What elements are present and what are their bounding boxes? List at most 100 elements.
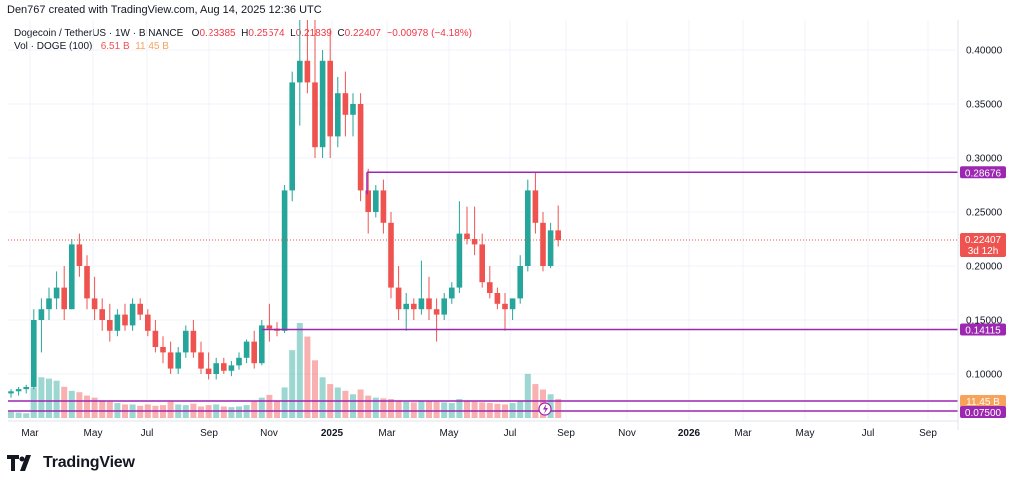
volume-bar [395, 400, 402, 418]
open-value: 0.23385 [199, 28, 236, 39]
candle-body [183, 330, 189, 353]
candle-body [122, 314, 128, 326]
volume-bar [281, 387, 288, 418]
volume-bar [334, 387, 341, 418]
candle-body [53, 287, 60, 299]
volume-bar [137, 405, 144, 418]
close-value: 0.22407 [344, 28, 381, 39]
volume-bar [99, 400, 106, 418]
tradingview-logo: TradingView [7, 454, 135, 472]
support-tag-bg [960, 323, 1006, 336]
candle-body [15, 389, 22, 392]
volume-bar [68, 390, 75, 418]
tradingview-logo-text: TradingView [43, 454, 135, 471]
candle-body [502, 303, 508, 310]
volume-bar [8, 411, 14, 418]
volume-bar [479, 402, 486, 418]
volume-bar [365, 395, 372, 418]
volume-bar [220, 406, 227, 418]
time-tick-label: 2025 [321, 428, 344, 439]
current-price-tag-text: 0.22407 [965, 235, 1002, 246]
volume-bar [456, 399, 463, 418]
volume-bar [426, 401, 432, 418]
candle-body [342, 93, 349, 115]
time-tick-label: Jul [504, 428, 517, 439]
volume-bar [517, 401, 524, 418]
lightning-icon-glyph [543, 404, 548, 414]
time-axis: Mar May Jul Sep Nov 2025 Mar May Jul Sep Nov 2026 Ma… [8, 420, 958, 439]
candle-body [509, 298, 516, 310]
volume-bar [312, 360, 318, 418]
current-price-tag-bg [960, 233, 1006, 258]
candle-body [479, 244, 485, 283]
time-tick-label: Mar [378, 428, 396, 439]
candle-body [525, 190, 531, 266]
price-tick-label: 0.35000 [966, 100, 1003, 111]
candle-body [91, 298, 98, 310]
grid-lines [8, 20, 956, 420]
time-tick-label: Sep [200, 428, 218, 439]
volume-bar [380, 398, 387, 418]
candles [8, 20, 561, 398]
candle-body [464, 233, 470, 239]
low-value: 0.21839 [295, 28, 332, 39]
price-tick-label: 0.40000 [966, 46, 1003, 57]
candle-body [198, 352, 204, 369]
candle-body [304, 60, 311, 83]
volume-bar [555, 399, 562, 418]
candle-body [23, 386, 29, 390]
candle-body [350, 104, 356, 115]
candle-body [411, 303, 417, 310]
candle-body [99, 309, 105, 320]
candle-body [395, 287, 402, 310]
candle-body [365, 190, 371, 212]
volume-bar [198, 406, 204, 418]
volume-bar [403, 401, 410, 418]
candle-body [547, 230, 554, 266]
volume-bar [61, 386, 68, 418]
chart-header: Den767 created with TradingView.com, Aug… [7, 4, 322, 16]
support-tag-text: 0.14115 [965, 326, 1001, 337]
candle-body [236, 357, 242, 366]
candle-body [312, 82, 318, 148]
price-tick-label: 0.15000 [966, 316, 1003, 327]
volume-bar [274, 400, 280, 418]
volume-base-tag-text: 0.07500 [965, 408, 1002, 419]
candle-body [373, 190, 379, 212]
candle-body [441, 298, 447, 315]
candle-body [84, 266, 90, 299]
candle-body [471, 239, 478, 245]
volume-bar [433, 401, 440, 418]
candle-body [418, 298, 425, 310]
candle-body [433, 309, 440, 315]
candle-body [532, 190, 539, 223]
candle-body [380, 190, 387, 223]
candle-body [335, 93, 341, 137]
resistance-tag-text: 0.28676 [965, 168, 1002, 179]
volume-legend: Vol · DOGE (100) 6.51 B 11.45 B [14, 41, 169, 52]
volume-bar [76, 392, 83, 418]
candle-body [213, 363, 219, 374]
level-lines [8, 171, 958, 416]
high-label: H [241, 28, 249, 39]
time-tick-label: May [796, 428, 815, 439]
time-tick-label: May [84, 428, 103, 439]
time-tick-label: Sep [557, 428, 575, 439]
time-tick-label: 2026 [678, 428, 701, 439]
volume-bar [152, 405, 159, 418]
time-tick-label: Jul [141, 428, 154, 439]
time-tick-label: Mar [734, 428, 752, 439]
time-tick-label: Sep [919, 428, 937, 439]
candle-body [494, 293, 501, 304]
volume-bar [15, 412, 22, 418]
volume-bar [388, 399, 394, 418]
symbol-label: Dogecoin / TetherUS · 1W · BINANCE [14, 28, 184, 39]
volume-tag-text: 11.45 B [966, 397, 1000, 408]
volume-base-tag-bg [960, 406, 1006, 418]
volume-bar [251, 401, 258, 418]
price-axis: 0.40000 0.35000 0.30000 0.25000 0.20000 0.150… [957, 20, 1003, 430]
candle-body [8, 391, 14, 394]
volume-bar [342, 390, 349, 418]
candle-body [221, 363, 227, 371]
